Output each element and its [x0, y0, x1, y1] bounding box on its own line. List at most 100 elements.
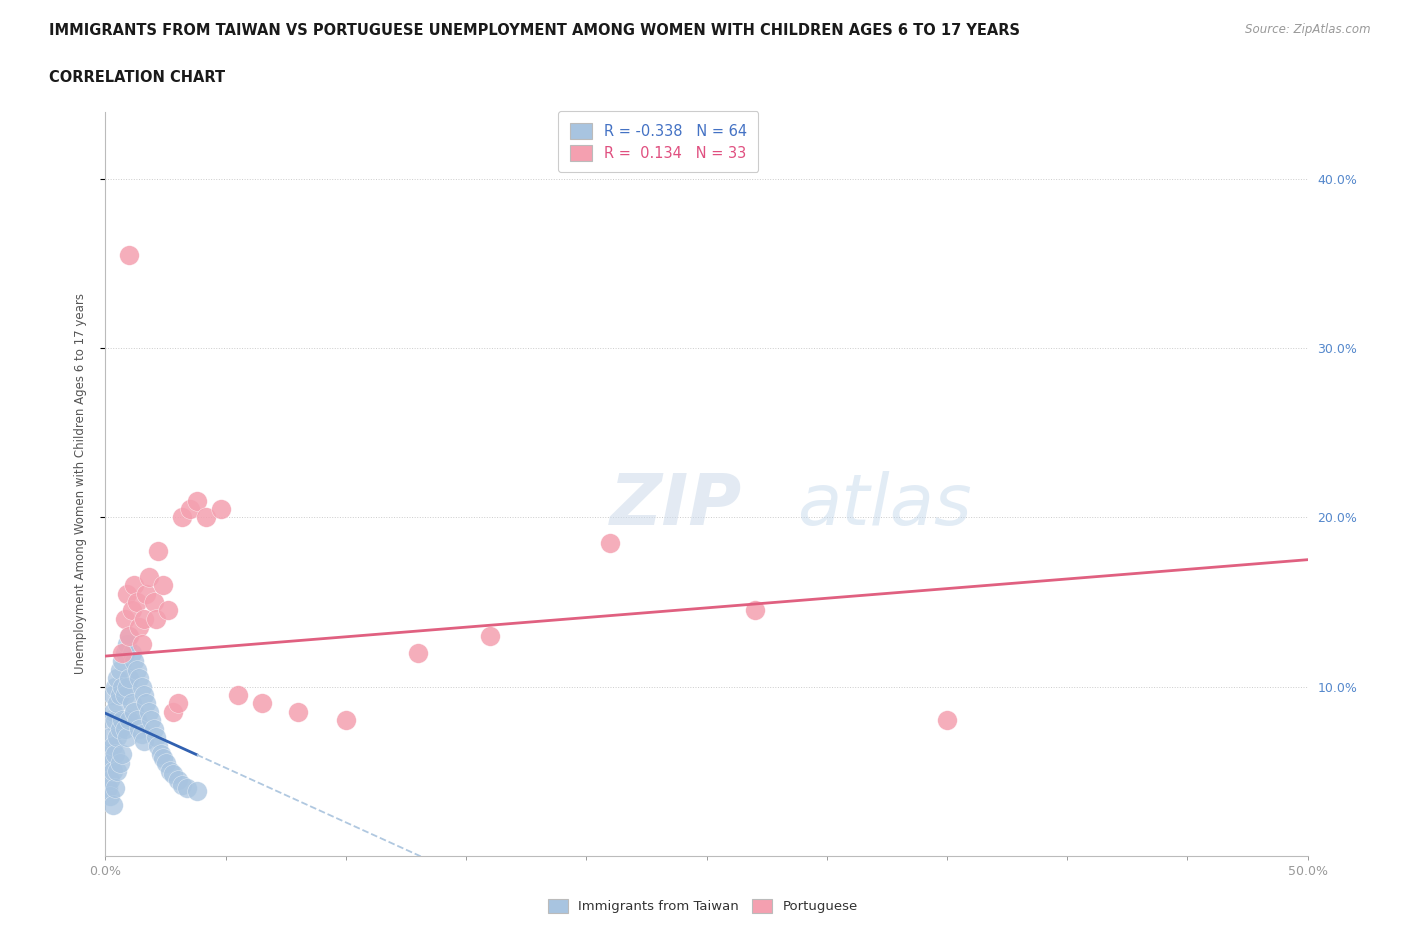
Point — [145, 611, 167, 626]
Text: IMMIGRANTS FROM TAIWAN VS PORTUGUESE UNEMPLOYMENT AMONG WOMEN WITH CHILDREN AGES: IMMIGRANTS FROM TAIWAN VS PORTUGUESE UNE… — [49, 23, 1021, 38]
Point — [132, 611, 155, 626]
Point — [142, 722, 165, 737]
Point — [111, 713, 134, 728]
Text: atlas: atlas — [797, 472, 972, 540]
Point — [936, 713, 959, 728]
Point — [98, 772, 121, 787]
Point — [138, 569, 160, 584]
Point — [132, 733, 155, 748]
Point — [108, 662, 131, 677]
Point — [101, 687, 124, 702]
Y-axis label: Unemployment Among Women with Children Ages 6 to 17 years: Unemployment Among Women with Children A… — [75, 293, 87, 674]
Point — [125, 713, 148, 728]
Point — [124, 704, 146, 719]
Point — [176, 780, 198, 795]
Text: Source: ZipAtlas.com: Source: ZipAtlas.com — [1246, 23, 1371, 36]
Point — [118, 629, 141, 644]
Point — [149, 747, 172, 762]
Point — [118, 629, 141, 644]
Point — [107, 730, 129, 745]
Point — [138, 704, 160, 719]
Point — [226, 687, 249, 702]
Text: CORRELATION CHART: CORRELATION CHART — [49, 70, 225, 85]
Point — [101, 738, 124, 753]
Point — [115, 679, 138, 694]
Point — [104, 679, 127, 694]
Point — [195, 510, 218, 525]
Point — [145, 730, 167, 745]
Point — [111, 654, 134, 669]
Point — [131, 679, 153, 694]
Point — [115, 637, 138, 652]
Point — [162, 767, 184, 782]
Point — [101, 797, 124, 812]
Point — [108, 755, 131, 770]
Point — [152, 578, 174, 592]
Point — [101, 704, 124, 719]
Point — [128, 620, 150, 635]
Point — [107, 696, 129, 711]
Point — [97, 780, 120, 795]
Point — [108, 687, 131, 702]
Point — [97, 747, 120, 762]
Text: ZIP: ZIP — [610, 472, 742, 540]
Point — [479, 629, 502, 644]
Point — [406, 645, 429, 660]
Point — [209, 501, 232, 516]
Point — [98, 755, 121, 770]
Point — [107, 764, 129, 778]
Point — [104, 780, 127, 795]
Point — [121, 645, 143, 660]
Point — [107, 671, 129, 685]
Point — [111, 679, 134, 694]
Point — [114, 611, 136, 626]
Point — [98, 730, 121, 745]
Point — [250, 696, 273, 711]
Point — [599, 536, 621, 551]
Point — [98, 789, 121, 804]
Legend: R = -0.338   N = 64, R =  0.134   N = 33: R = -0.338 N = 64, R = 0.134 N = 33 — [558, 112, 758, 172]
Point — [115, 586, 138, 601]
Point — [135, 586, 157, 601]
Point — [125, 594, 148, 609]
Point — [156, 603, 179, 618]
Point — [132, 687, 155, 702]
Point — [166, 772, 188, 787]
Point — [186, 493, 208, 508]
Point — [186, 784, 208, 799]
Point — [744, 603, 766, 618]
Point — [172, 777, 194, 792]
Point — [172, 510, 194, 525]
Point — [115, 730, 138, 745]
Point — [111, 747, 134, 762]
Point — [155, 755, 177, 770]
Point — [139, 713, 162, 728]
Point — [114, 722, 136, 737]
Point — [142, 594, 165, 609]
Point — [118, 713, 141, 728]
Point — [104, 747, 127, 762]
Point — [98, 713, 121, 728]
Point — [159, 764, 181, 778]
Point — [111, 645, 134, 660]
Point — [179, 501, 201, 516]
Point — [152, 751, 174, 765]
Legend: Immigrants from Taiwan, Portuguese: Immigrants from Taiwan, Portuguese — [543, 894, 863, 919]
Point — [108, 722, 131, 737]
Point — [118, 671, 141, 685]
Point — [128, 671, 150, 685]
Point — [128, 722, 150, 737]
Point — [131, 726, 153, 741]
Point — [125, 662, 148, 677]
Point — [135, 696, 157, 711]
Point — [124, 654, 146, 669]
Point — [114, 645, 136, 660]
Point — [121, 696, 143, 711]
Point — [118, 248, 141, 263]
Point — [162, 704, 184, 719]
Point — [114, 687, 136, 702]
Point — [121, 603, 143, 618]
Point — [101, 764, 124, 778]
Point — [148, 544, 170, 559]
Point — [287, 704, 309, 719]
